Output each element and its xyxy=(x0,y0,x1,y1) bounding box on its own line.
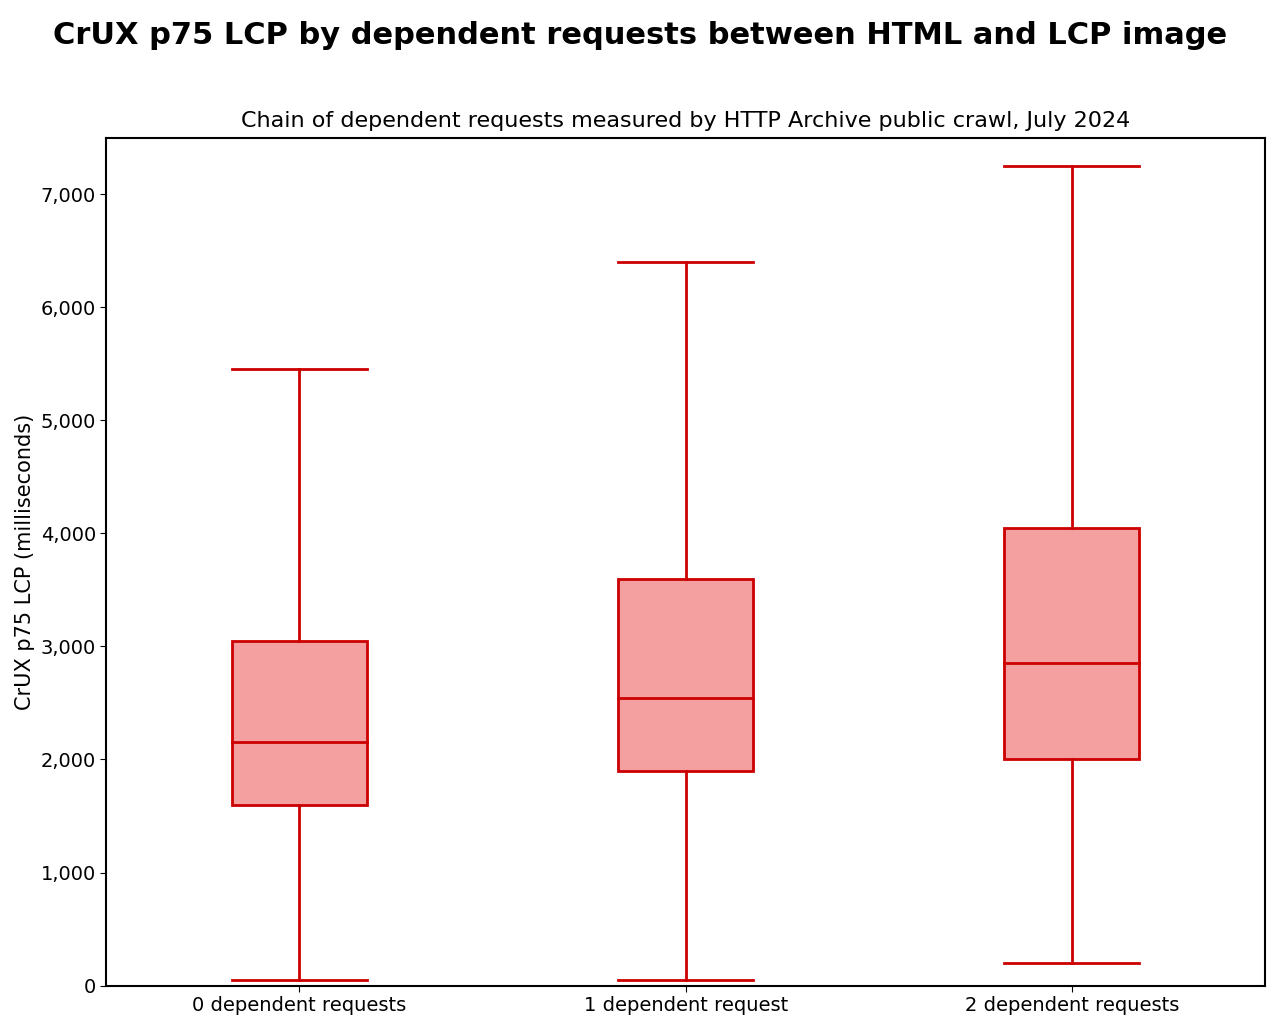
Title: Chain of dependent requests measured by HTTP Archive public crawl, July 2024: Chain of dependent requests measured by … xyxy=(241,110,1130,131)
Bar xyxy=(618,579,753,770)
Bar xyxy=(232,641,367,804)
Text: CrUX p75 LCP by dependent requests between HTML and LCP image: CrUX p75 LCP by dependent requests betwe… xyxy=(52,21,1228,49)
Bar xyxy=(1005,527,1139,759)
Y-axis label: CrUX p75 LCP (milliseconds): CrUX p75 LCP (milliseconds) xyxy=(15,413,35,710)
